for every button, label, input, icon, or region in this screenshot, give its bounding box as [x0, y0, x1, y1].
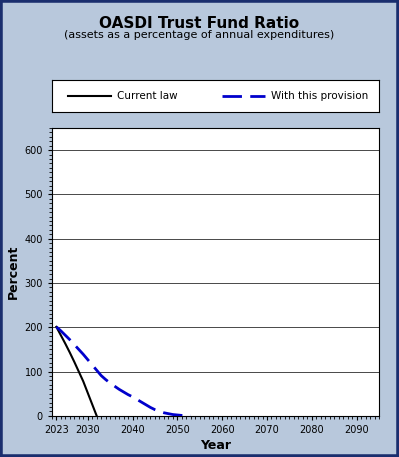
- X-axis label: Year: Year: [200, 439, 231, 452]
- Y-axis label: Percent: Percent: [7, 245, 20, 299]
- Text: (assets as a percentage of annual expenditures): (assets as a percentage of annual expend…: [64, 30, 335, 40]
- Text: Current law: Current law: [117, 91, 178, 101]
- Text: OASDI Trust Fund Ratio: OASDI Trust Fund Ratio: [99, 16, 300, 31]
- Text: With this provision: With this provision: [271, 91, 368, 101]
